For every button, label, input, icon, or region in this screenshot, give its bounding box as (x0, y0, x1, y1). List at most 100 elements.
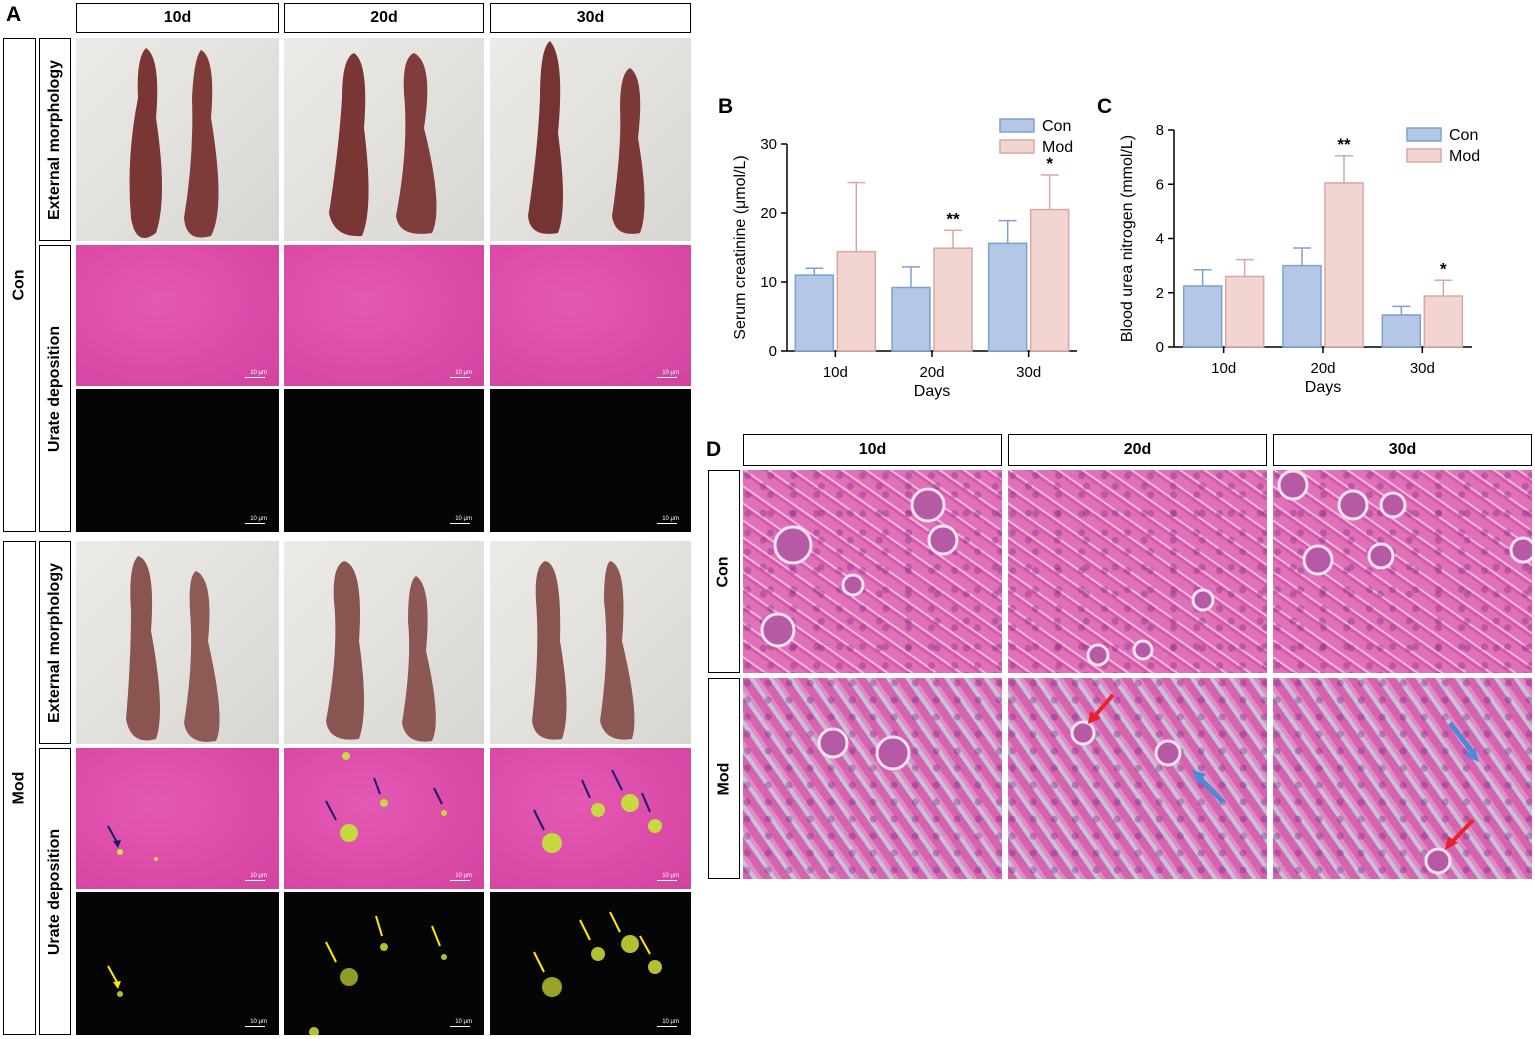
he-stain-con-10d (743, 470, 1002, 673)
bar-mod-10d (1224, 275, 1265, 348)
bar-mod-30d (1029, 208, 1070, 352)
legend-swatch-con (999, 118, 1035, 133)
row-label-external-morphology-con: External morphology (39, 38, 71, 241)
photo-mod-20d (284, 541, 484, 744)
legend-label-mod: Mod (1449, 148, 1480, 165)
crystal-markers (309, 915, 447, 1035)
kidney-shape (129, 48, 219, 238)
x-tick-label: 20d (1310, 360, 1335, 377)
photo-mod-10d (76, 541, 279, 744)
y-tick-label: 30 (760, 136, 777, 153)
y-tick-label: 2 (1156, 285, 1164, 302)
polarized-con-20d: 10 μm (284, 389, 484, 532)
scale-bar (450, 1026, 470, 1027)
stain-mod-20d: 10 μm (284, 748, 484, 889)
kidney-shape (528, 41, 645, 234)
blue-arrow-icon (1448, 721, 1475, 755)
kidney-shape (326, 561, 436, 742)
group-label-con: Con (708, 470, 740, 673)
panel-label-b: B (718, 95, 734, 118)
he-stain-mod-20d (1008, 678, 1267, 879)
row-label-external-morphology-mod: External morphology (39, 541, 71, 744)
polarized-mod-10d: 10 μm (76, 892, 279, 1035)
legend-label-con: Con (1042, 118, 1071, 135)
bar-con-30d (987, 242, 1028, 352)
x-axis-label: Days (914, 383, 950, 400)
column-header-30d: 30d (490, 3, 691, 33)
scale-bar (657, 1026, 677, 1027)
legend-swatch-mod (999, 139, 1035, 154)
stain-con-10d: 10 μm (76, 245, 279, 386)
bar-con-20d (891, 286, 931, 352)
polarized-mod-30d: 10 μm (490, 892, 691, 1035)
blue-arrow-icon (1196, 774, 1225, 804)
scale-bar (657, 880, 677, 881)
photo-con-20d (284, 38, 484, 241)
bar-mod-20d (933, 247, 973, 352)
glomeruli (1086, 588, 1215, 667)
x-tick-label: 20d (919, 364, 944, 381)
chart-serum-creatinine: 0 10 20 30 10d 20d ** 30d * Days Serum creatinine … (732, 118, 1077, 400)
crystal-markers (107, 965, 123, 997)
photo-con-30d (490, 38, 691, 241)
legend-swatch-con (1406, 127, 1442, 142)
glomeruli (1277, 470, 1532, 576)
polarized-mod-20d: 10 μm (284, 892, 484, 1035)
x-tick-label: 30d (1016, 364, 1041, 381)
column-header-10d: 10d (76, 3, 279, 33)
y-tick-label: 20 (760, 205, 777, 222)
scale-bar (657, 523, 677, 524)
stain-con-30d: 10 μm (490, 245, 691, 386)
significance-marker: * (1046, 154, 1053, 173)
x-tick-label: 30d (1410, 360, 1435, 377)
panel-label-a: A (6, 3, 22, 26)
legend-label-mod: Mod (1042, 139, 1073, 156)
legend-swatch-mod (1406, 148, 1442, 163)
column-header-20d: 20d (1008, 434, 1267, 466)
column-header-20d: 20d (284, 3, 484, 33)
y-tick-label: 10 (760, 274, 777, 291)
glomeruli (760, 487, 959, 648)
bar-con-20d (1282, 264, 1322, 348)
polarized-con-10d: 10 μm (76, 389, 279, 532)
x-tick-label: 10d (1211, 360, 1236, 377)
bar-con-30d (1381, 314, 1422, 348)
he-stain-mod-10d (743, 678, 1002, 879)
bar-con-10d (794, 274, 835, 352)
bar-mod-10d (836, 250, 877, 352)
significance-marker: ** (946, 209, 960, 228)
x-axis-label: Days (1305, 379, 1341, 396)
stain-mod-30d: 10 μm (490, 748, 691, 889)
y-axis-label: Serum creatinine (μmol/L) (732, 155, 749, 339)
crystal-markers (533, 769, 662, 853)
y-tick-label: 4 (1156, 231, 1164, 248)
scale-bar (245, 880, 265, 881)
crystal-markers (107, 825, 158, 861)
y-tick-label: 6 (1156, 176, 1164, 193)
scale-bar (245, 523, 265, 524)
glomeruli (817, 727, 911, 771)
group-label-mod: Mod (708, 678, 740, 879)
significance-marker: * (1440, 259, 1447, 278)
bar-mod-30d (1423, 295, 1464, 348)
y-tick-label: 0 (769, 343, 777, 360)
bar-mod-20d (1324, 182, 1364, 348)
y-axis-label: Blood urea nitrogen (mmol/L) (1119, 135, 1136, 342)
photo-mod-30d (490, 541, 691, 744)
column-header-30d: 30d (1273, 434, 1532, 466)
lesion-markers (1424, 721, 1479, 875)
scale-bar (657, 377, 677, 378)
arrow-icon (107, 965, 119, 985)
panel-label-c: C (1097, 95, 1113, 118)
scale-bar (450, 880, 470, 881)
kidney-shape (329, 53, 437, 237)
he-stain-con-30d (1273, 470, 1532, 673)
column-header-10d: 10d (743, 434, 1002, 466)
polarized-con-30d: 10 μm (490, 389, 691, 532)
lesion-markers (1070, 693, 1225, 804)
scale-bar (450, 523, 470, 524)
y-tick-label: 8 (1156, 122, 1164, 139)
significance-marker: ** (1337, 135, 1351, 154)
chart-blood-urea-nitrogen: 0 2 4 6 8 10d 20d ** 30d * Days Blood urea nitrogen… (1119, 122, 1480, 396)
panel-label-d: D (706, 438, 722, 461)
